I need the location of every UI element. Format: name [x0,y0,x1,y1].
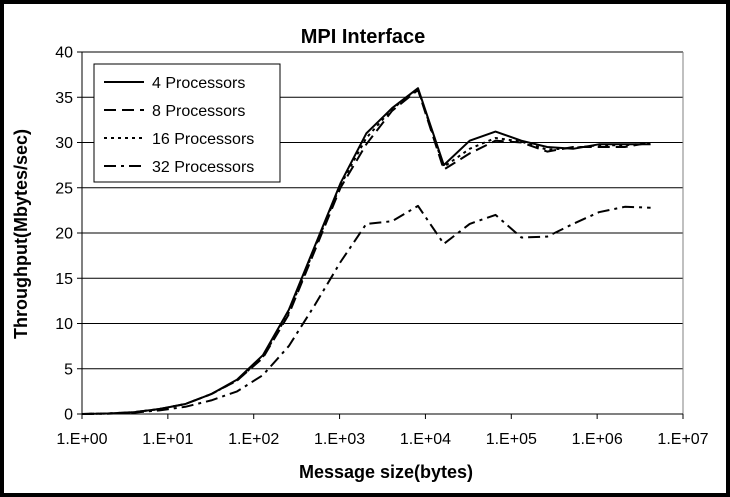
x-tick-label: 1.E+01 [142,431,193,448]
line-chart: MPI Interface Message size(bytes) Throug… [11,26,709,482]
legend-box [93,63,281,183]
data-point [365,223,367,225]
x-tick-label: 1.E+02 [228,431,279,448]
y-tick-label: 35 [55,90,73,107]
data-point [262,374,264,376]
legend-label-1: 4 Processors [152,75,245,92]
x-tick-label: 1.E+05 [486,431,537,448]
y-tick-label: 10 [55,316,73,333]
data-point [443,166,445,168]
y-tick-label: 0 [64,407,73,424]
data-point [443,169,445,171]
x-tick-label: 1.E+03 [314,431,365,448]
data-point [572,223,574,225]
x-tick-label: 1.E+00 [56,431,107,448]
y-tick-label: 25 [55,180,73,197]
legend-label-2: 8 Processors [152,103,245,120]
chart-frame: MPI Interface Message size(bytes) Throug… [4,4,726,493]
x-tick-label: 1.E+06 [572,431,623,448]
legend-label-4: 32 Processors [152,159,254,176]
x-tick-label: 1.E+07 [657,431,708,448]
data-point [365,137,367,139]
y-tick-label: 20 [55,226,73,243]
x-tick-label: 1.E+04 [400,431,451,448]
legend-label-3: 16 Processors [152,131,254,148]
data-point [391,220,393,222]
y-tick-label: 5 [64,361,73,378]
series-line-4 [81,204,651,415]
y-axis-title: Throughput(Mbytes/sec) [11,129,31,339]
chart-title: MPI Interface [301,26,425,48]
series-line-2 [81,89,651,415]
x-axis-title: Message size(bytes) [299,462,473,482]
y-tick-label: 30 [55,135,73,152]
y-tick-label: 40 [55,45,73,62]
y-tick-label: 15 [55,271,73,288]
data-point [443,243,445,245]
